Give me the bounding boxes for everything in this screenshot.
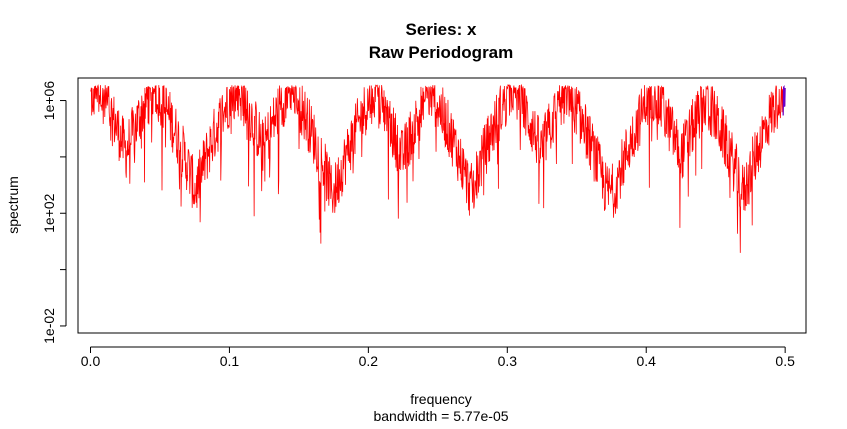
x-axis-label: frequency: [410, 391, 471, 407]
x-tick-label: 0.5: [775, 353, 795, 369]
y-axis: 1e-02 1e+02 1e+06: [41, 81, 67, 344]
periodogram-series: [90, 83, 786, 253]
x-tick-label: 0.3: [498, 353, 518, 369]
x-tick-label: 0.0: [81, 353, 101, 369]
chart-subtitle: Raw Periodogram: [369, 43, 514, 62]
y-tick-label: 1e+06: [41, 81, 57, 121]
y-tick-label: 1e+02: [41, 193, 57, 233]
bandwidth-label: bandwidth = 5.77e-05: [373, 408, 508, 424]
x-tick-label: 0.4: [636, 353, 656, 369]
y-axis-label: spectrum: [5, 176, 21, 234]
x-tick-label: 0.2: [359, 353, 379, 369]
y-tick-label: 1e-02: [41, 308, 57, 344]
chart-title: Series: x: [406, 20, 477, 39]
plot-frame: [77, 77, 807, 334]
series-end-segment: [782, 84, 786, 116]
x-tick-label: 0.1: [220, 353, 240, 369]
x-axis: 0.0 0.1 0.2 0.3 0.4 0.5: [81, 346, 795, 369]
series-line: [90, 83, 786, 253]
